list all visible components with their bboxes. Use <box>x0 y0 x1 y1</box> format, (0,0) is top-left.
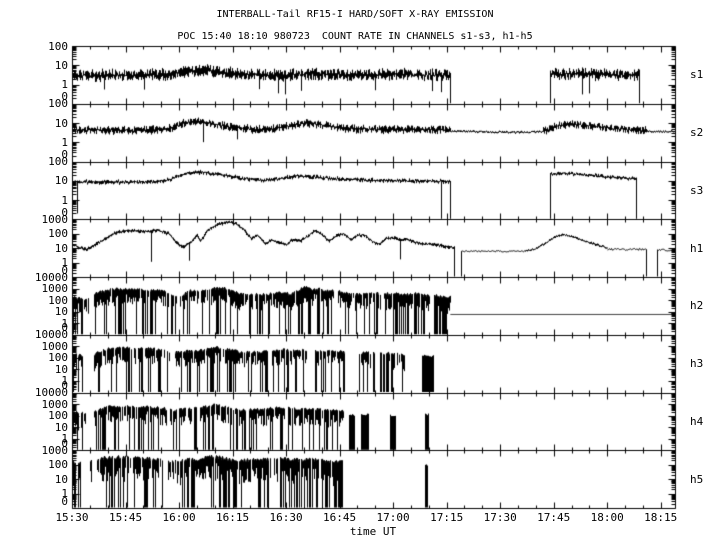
y-tick-label: 10 <box>54 472 68 486</box>
y-tick-label: 0 <box>61 90 68 104</box>
y-tick-label: 10 <box>54 58 68 72</box>
panel-label: h5 <box>690 472 704 486</box>
y-tick-label: 10 <box>54 241 68 255</box>
y-tick-label: 100 <box>48 227 68 241</box>
y-tick-label: 10000 <box>34 386 68 399</box>
y-tick-label: 1 <box>61 432 68 446</box>
y-tick-label: 10 <box>54 362 68 376</box>
chart-subtitle: POC 15:40 18:10 980723 COUNT RATE IN CHA… <box>177 31 533 42</box>
y-tick-label: 1 <box>61 487 68 501</box>
y-tick-label: 1000 <box>41 212 69 226</box>
y-tick-label: 100 <box>48 97 68 111</box>
y-tick-label: 10000 <box>34 328 68 342</box>
panel-label: h4 <box>690 414 704 428</box>
x-tick-label: 15:45 <box>108 511 143 524</box>
y-tick-label: 10000 <box>34 270 68 284</box>
y-tick-label: 100 <box>48 39 68 53</box>
y-tick-label: 100 <box>48 293 68 307</box>
y-tick-label: 0 <box>61 321 68 335</box>
panel-label: h2 <box>690 299 704 313</box>
y-tick-label: 1 <box>61 256 68 270</box>
panel-label: s2 <box>690 126 704 140</box>
y-tick-label: 1 <box>61 316 68 330</box>
x-tick-label: 16:45 <box>323 511 357 524</box>
y-tick-label: 0 <box>61 148 68 161</box>
chart-title: INTERBALL-Tail RF15-I HARD/SOFT X-RAY EM… <box>216 9 494 20</box>
y-tick-label: 100 <box>48 458 68 472</box>
x-tick-label: 17:45 <box>537 511 571 524</box>
y-tick-label: 100 <box>48 409 68 423</box>
panel-label: s1 <box>690 68 704 82</box>
y-tick-label: 1 <box>61 374 68 388</box>
x-tick-label: 16:15 <box>215 511 250 524</box>
x-tick-label: 16:00 <box>162 511 196 524</box>
y-tick-label: 10 <box>54 420 68 434</box>
y-tick-label: 0 <box>61 205 68 219</box>
y-tick-label: 1 <box>61 78 68 91</box>
y-tick-label: 1000 <box>41 282 69 296</box>
y-tick-label: 0 <box>61 436 68 450</box>
x-tick-label: 17:30 <box>483 511 517 524</box>
y-tick-label: 1 <box>61 135 68 149</box>
x-tick-label: 16:30 <box>269 511 303 524</box>
y-tick-label: 1000 <box>41 397 69 411</box>
x-tick-label: 15:30 <box>55 511 89 524</box>
y-tick-label: 10 <box>54 305 68 319</box>
y-tick-label: 1000 <box>41 443 69 457</box>
y-tick-label: 0 <box>61 379 68 392</box>
x-tick-label: 17:00 <box>376 511 410 524</box>
panel-label: h1 <box>690 241 704 255</box>
y-tick-label: 1 <box>61 193 68 207</box>
y-tick-label: 0 <box>61 263 68 277</box>
y-tick-label: 0 <box>61 494 68 508</box>
x-axis-label: time UT <box>349 525 397 538</box>
panel-label: h3 <box>690 357 704 371</box>
y-tick-label: 10 <box>54 174 68 188</box>
y-tick-label: 100 <box>48 351 68 365</box>
y-tick-label: 10 <box>54 116 68 130</box>
y-tick-label: 1000 <box>41 339 69 353</box>
x-tick-label: 17:15 <box>430 511 464 524</box>
y-tick-label: 100 <box>48 155 68 168</box>
panel-label: s3 <box>690 183 704 197</box>
x-tick-label: 18:00 <box>590 511 624 524</box>
x-tick-label: 18:15 <box>644 511 678 524</box>
